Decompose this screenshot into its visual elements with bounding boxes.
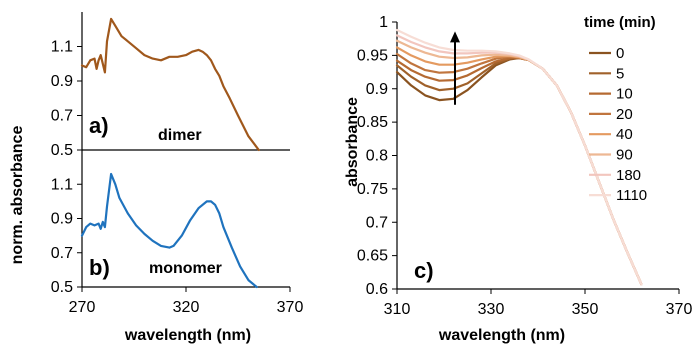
- c-series-line-1: [395, 56, 643, 286]
- c-series-line-5: [395, 39, 643, 286]
- a-y-tick-label: 0.7: [51, 108, 73, 125]
- b-y-tick-label: 0.5: [51, 279, 73, 296]
- b-x-tick-label: 320: [173, 299, 200, 316]
- legend-title: time (min): [584, 14, 656, 31]
- b-x-tick-label: 270: [69, 299, 96, 316]
- panel-a-annotation: dimer: [158, 127, 202, 144]
- c-y-tick-label: 0.85: [357, 114, 388, 131]
- c-series-line-4: [395, 46, 643, 286]
- right-x-axis-label: wavelength (nm): [438, 327, 565, 344]
- left-x-axis-label: wavelength (nm): [124, 327, 251, 344]
- legend-label-20: 20: [616, 106, 633, 123]
- legend-label-10: 10: [616, 86, 633, 103]
- panel-a: 0.5 0.7 0.9 1.1 a) dimer: [51, 12, 290, 159]
- panel-b: 0.5 0.7 0.9 1.1 270 320 370 b) monomer: [51, 150, 304, 316]
- c-y-tick-label: 1: [379, 14, 388, 31]
- trend-arrow: [450, 31, 460, 105]
- c-series-line-2: [395, 56, 643, 286]
- panel-b-label: b): [89, 255, 110, 280]
- c-y-tick-label: 0.95: [357, 47, 388, 64]
- c-x-tick-label: 310: [384, 301, 411, 318]
- panel-a-label: a): [89, 113, 109, 138]
- legend-label-90: 90: [616, 147, 633, 164]
- a-y-tick-label: 1.1: [51, 39, 73, 56]
- a-y-tick-label: 0.9: [51, 73, 73, 90]
- b-series-line-0: [80, 172, 258, 289]
- left-y-axis-label: norm. absorbance: [9, 126, 26, 265]
- c-y-tick-label: 0.7: [366, 214, 388, 231]
- panel-b-annotation: monomer: [149, 260, 222, 277]
- c-y-tick-label: 0.65: [357, 248, 388, 265]
- c-series-line-0: [395, 56, 643, 286]
- trend-arrow-head: [450, 31, 460, 43]
- b-x-tick-label: 370: [277, 299, 304, 316]
- c-x-tick-label: 370: [666, 301, 693, 318]
- legend-label-40: 40: [616, 126, 633, 143]
- panel-c-label: c): [414, 258, 434, 283]
- c-y-tick-label: 0.75: [357, 181, 388, 198]
- a-y-tick-label: 0.5: [51, 142, 73, 159]
- legend-label-0: 0: [616, 45, 624, 62]
- right-y-axis-label: absorbance: [344, 97, 361, 187]
- c-y-tick-label: 0.8: [366, 148, 388, 165]
- c-y-tick-label: 0.6: [366, 281, 388, 298]
- a-series-line-0: [80, 17, 260, 152]
- b-y-tick-label: 1.1: [51, 176, 73, 193]
- legend-label-5: 5: [616, 65, 624, 82]
- c-x-tick-label: 350: [572, 301, 599, 318]
- b-y-tick-label: 0.7: [51, 245, 73, 262]
- c-y-tick-label: 0.9: [366, 81, 388, 98]
- legend: time (min) 0 5 10 20 40 90 180 1110: [584, 14, 656, 204]
- b-y-tick-label: 0.9: [51, 211, 73, 228]
- legend-label-1110: 1110: [616, 187, 647, 204]
- c-x-tick-label: 330: [478, 301, 505, 318]
- c-series-line-7: [395, 28, 643, 286]
- legend-label-180: 180: [616, 167, 641, 184]
- panel-c: absorbance wavelength (nm) 0.6 0.65 0.7 0.7…: [344, 14, 692, 344]
